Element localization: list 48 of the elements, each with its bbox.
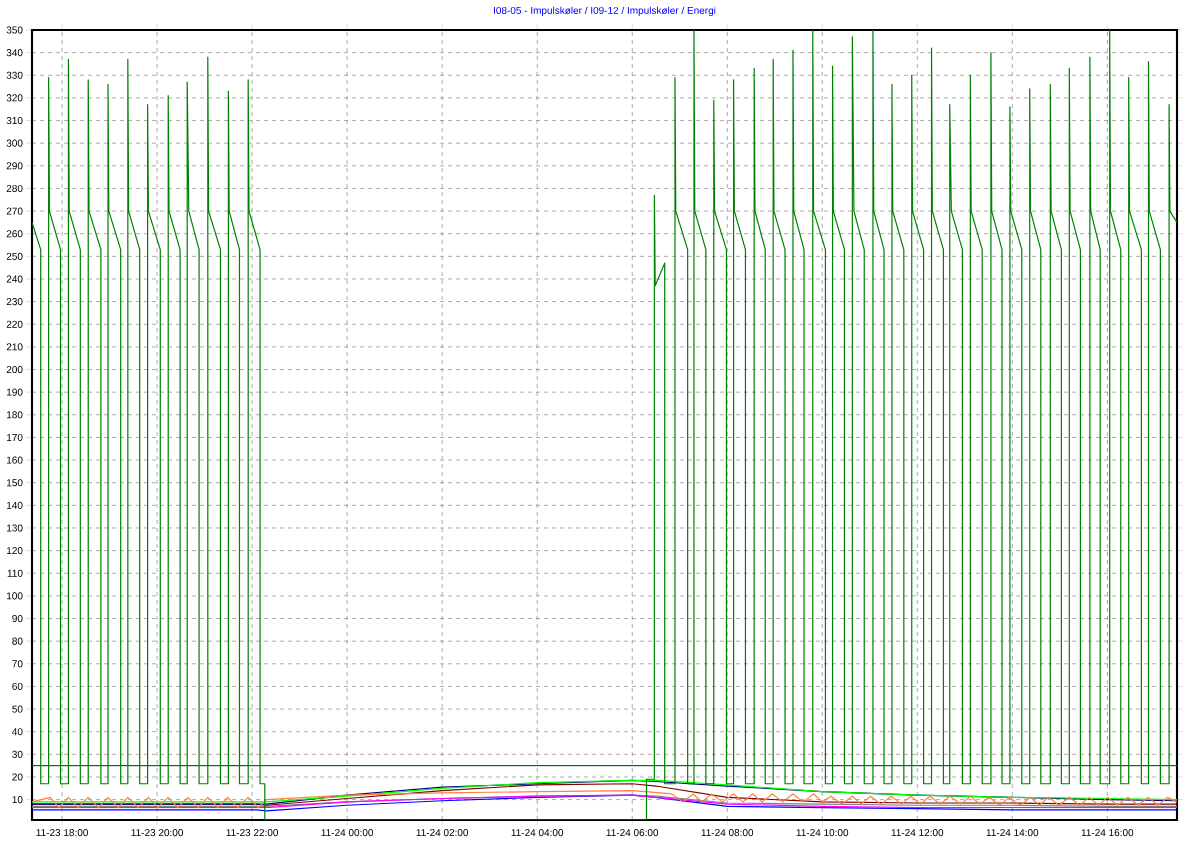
y-tick-label: 20	[12, 773, 23, 781]
x-tick-label: 11-24 02:00	[416, 829, 469, 837]
y-tick-label: 10	[12, 796, 23, 804]
y-tick-label: 130	[7, 524, 23, 532]
y-tick-label: 280	[6, 184, 23, 192]
y-tick-label: 120	[7, 547, 23, 555]
x-tick-label: 11-24 04:00	[511, 829, 564, 837]
x-tick-label: 11-24 10:00	[796, 829, 849, 837]
y-tick-label: 250	[6, 252, 23, 260]
x-tick-label: 11-23 20:00	[131, 829, 184, 837]
x-tick-label: 11-24 14:00	[986, 829, 1039, 837]
y-tick-label: 100	[7, 592, 23, 600]
y-tick-label: 80	[12, 637, 23, 645]
y-tick-label: 300	[6, 139, 23, 147]
x-tick-label: 11-24 08:00	[701, 829, 754, 837]
y-tick-label: 90	[12, 614, 23, 623]
y-tick-label: 220	[6, 320, 23, 328]
y-tick-label: 180	[7, 411, 23, 419]
x-tick-label: 11-24 00:00	[321, 829, 374, 837]
y-tick-label: 160	[7, 456, 23, 464]
y-tick-label: 340	[6, 49, 23, 57]
x-tick-label: 11-24 16:00	[1081, 829, 1134, 837]
y-tick-label: 310	[6, 116, 23, 125]
y-tick-label: 150	[7, 479, 23, 487]
y-tick-label: 260	[6, 230, 23, 238]
y-tick-label: 110	[7, 569, 23, 577]
y-tick-label: 30	[12, 750, 23, 758]
y-tick-label: 270	[6, 207, 23, 215]
y-tick-label: 40	[12, 728, 23, 736]
x-tick-label: 11-23 22:00	[226, 829, 279, 837]
y-tick-label: 320	[6, 94, 23, 102]
y-tick-label: 230	[6, 298, 23, 306]
y-tick-label: 330	[6, 71, 23, 79]
y-tick-label: 70	[12, 660, 23, 668]
chart-title: I08-05 - Impulskøler / I09-12 / Impulskøler / Energi	[494, 6, 716, 16]
y-tick-label: 190	[7, 388, 23, 396]
y-tick-label: 140	[7, 501, 23, 509]
y-tick-label: 50	[12, 705, 23, 713]
x-tick-label: 11-24 06:00	[606, 829, 659, 837]
y-tick-label: 170	[7, 433, 23, 441]
y-tick-label: 210	[6, 343, 23, 351]
x-tick-label: 11-24 12:00	[891, 829, 944, 837]
y-tick-label: 290	[6, 162, 23, 170]
y-tick-label: 200	[6, 365, 23, 374]
y-tick-label: 240	[6, 275, 23, 283]
y-tick-label: 60	[12, 682, 23, 690]
y-tick-label: 350	[6, 26, 23, 34]
x-tick-label: 11-23 18:00	[36, 829, 89, 837]
